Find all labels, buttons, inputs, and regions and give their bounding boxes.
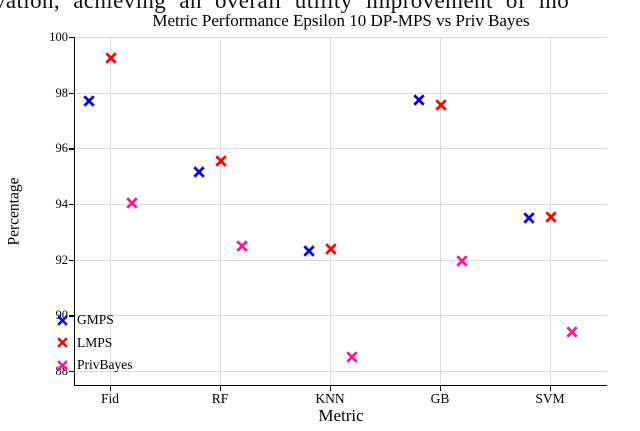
data-point-lmps-gb: [435, 99, 447, 111]
gridline-horizontal: [75, 259, 607, 261]
data-point-gmps-gb: [413, 93, 425, 106]
legend-label: PrivBayes: [77, 357, 133, 373]
x-tick-label: KNN: [315, 391, 345, 406]
data-point-privbayes-fid: [126, 196, 138, 209]
x-tick-label: SVM: [535, 391, 565, 406]
y-tick: [69, 371, 74, 373]
data-point-lmps-knn: [325, 242, 337, 255]
y-tick: [69, 204, 74, 206]
x-tick: [440, 386, 442, 391]
gridline-vertical: [220, 37, 221, 385]
gridline-vertical: [110, 37, 111, 385]
y-tick-label: 92: [55, 252, 69, 267]
data-point-gmps-svm: [523, 212, 535, 224]
y-axis-line: [74, 37, 76, 386]
x-tick-label: Fid: [100, 391, 120, 406]
gridline-horizontal: [75, 315, 607, 317]
data-point-lmps-fid: [105, 52, 117, 64]
gridline-vertical: [440, 37, 441, 385]
y-tick: [69, 92, 74, 94]
x-tick-label: GB: [430, 391, 450, 406]
chart-title: Metric Performance Epsilon 10 DP-MPS vs …: [152, 11, 530, 30]
y-tick: [69, 37, 74, 39]
gridline-horizontal: [75, 371, 607, 373]
y-tick-label: 94: [55, 197, 69, 212]
data-point-privbayes-rf: [236, 240, 248, 252]
y-tick-label: 98: [55, 85, 69, 100]
x-axis-title: Metric: [318, 406, 364, 425]
data-point-lmps-rf: [215, 155, 227, 167]
gridline-horizontal: [75, 148, 607, 150]
y-axis-title: Percentage: [5, 177, 23, 246]
plot-area: 88 90 92 94 96 98 100 Fid RF KNN GB SVM: [49, 30, 607, 406]
gridline-vertical: [330, 37, 331, 385]
x-marker-icon: [57, 337, 68, 348]
x-tick: [220, 386, 222, 391]
paper-body-text-cropped: vation, achieving an overall utility imp…: [0, 0, 570, 13]
data-point-privbayes-svm: [566, 326, 578, 338]
legend: GMPS LMPS PrivBayes: [57, 309, 133, 377]
data-point-gmps-knn: [303, 245, 315, 258]
x-axis-line: [74, 385, 607, 387]
data-point-gmps-fid: [83, 95, 95, 107]
x-marker-icon: [57, 360, 68, 371]
x-marker-icon: [57, 315, 68, 326]
y-tick: [69, 259, 74, 261]
gridline-horizontal: [75, 92, 607, 94]
y-tick: [69, 148, 74, 150]
data-point-gmps-rf: [193, 166, 205, 178]
x-tick-label: RF: [211, 391, 229, 406]
legend-item-privbayes: PrivBayes: [57, 354, 133, 377]
y-tick-label: 96: [55, 141, 69, 156]
data-point-privbayes-gb: [456, 255, 468, 267]
legend-label: GMPS: [77, 312, 114, 328]
gridline-vertical: [550, 37, 551, 385]
data-point-privbayes-knn: [346, 351, 358, 363]
x-tick: [110, 386, 112, 391]
x-tick: [550, 386, 552, 391]
x-tick: [330, 386, 332, 391]
legend-label: LMPS: [77, 334, 113, 350]
gridline-horizontal: [75, 37, 607, 38]
y-tick: [69, 315, 74, 317]
gridline-horizontal: [75, 204, 607, 206]
legend-item-lmps: LMPS: [57, 332, 133, 355]
y-tick-label: 100: [49, 30, 68, 44]
legend-item-gmps: GMPS: [57, 309, 133, 332]
data-point-lmps-svm: [545, 210, 557, 223]
